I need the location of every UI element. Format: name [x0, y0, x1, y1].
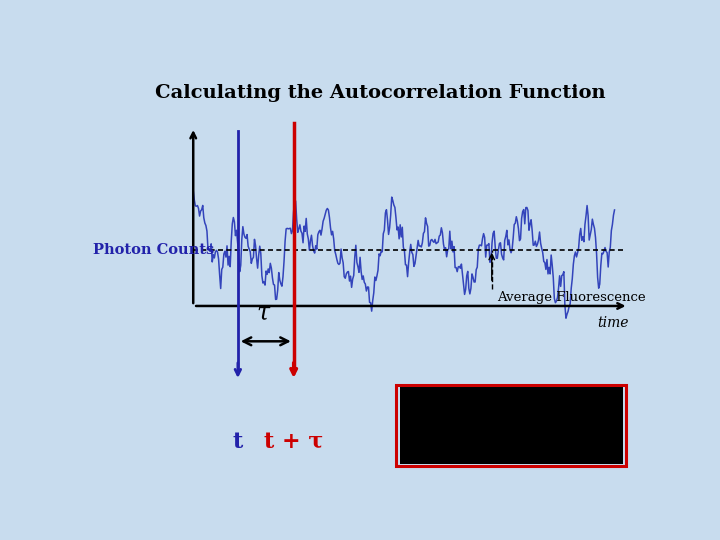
Text: Calculating the Autocorrelation Function: Calculating the Autocorrelation Function: [155, 84, 606, 102]
Text: t: t: [233, 431, 243, 453]
Text: Photon Counts: Photon Counts: [93, 243, 214, 257]
Bar: [400, 387, 623, 464]
Text: Average Fluorescence: Average Fluorescence: [498, 292, 646, 305]
Text: t + τ: t + τ: [264, 431, 323, 453]
Text: time: time: [597, 316, 629, 330]
Text: τ: τ: [256, 302, 269, 325]
Bar: [396, 384, 626, 467]
